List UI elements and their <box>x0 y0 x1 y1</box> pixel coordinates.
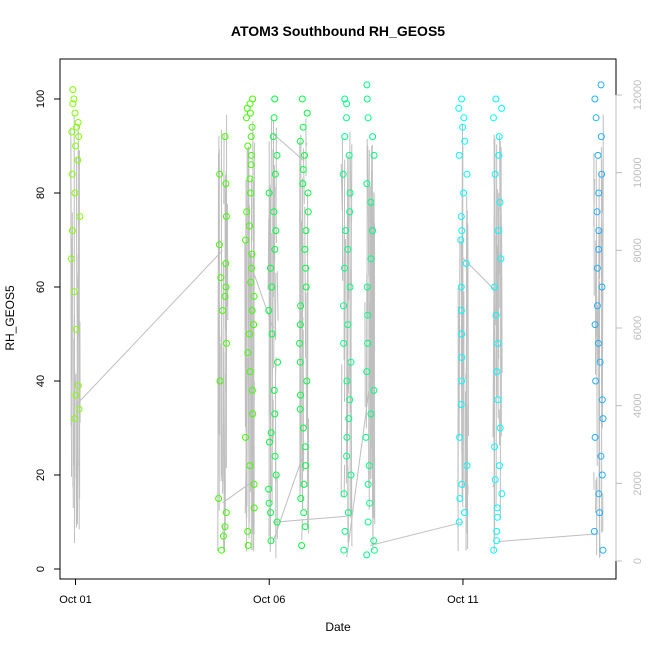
y-tick-label: 60 <box>35 281 47 293</box>
altitude-trace-line <box>348 266 349 429</box>
altitude-trace-line <box>371 362 372 447</box>
altitude-trace-line <box>74 387 75 465</box>
altitude-trace-line <box>276 187 277 243</box>
altitude-trace-line <box>71 127 72 343</box>
altitude-trace-line <box>299 217 300 220</box>
altitude-trace-line <box>77 272 78 289</box>
altitude-trace-line <box>77 463 78 525</box>
x-tick-label: Oct 11 <box>447 594 479 606</box>
altitude-trace-line <box>74 362 75 388</box>
altitude-trace-line <box>468 224 469 436</box>
y-tick-label: 80 <box>35 187 47 199</box>
altitude-trace-line <box>458 343 459 495</box>
y2-tick-label: 0 <box>632 558 644 564</box>
y2-tick-label: 6000 <box>632 316 644 340</box>
altitude-trace-line <box>249 148 250 523</box>
y2-tick-label: 8000 <box>632 238 644 262</box>
altitude-trace-line <box>269 259 270 536</box>
y-tick-label: 20 <box>35 469 47 481</box>
altitude-trace-line <box>306 293 307 429</box>
altitude-trace-line <box>76 374 77 528</box>
altitude-trace-line <box>271 119 272 212</box>
y-tick-label: 0 <box>35 566 47 572</box>
altitude-trace-line <box>221 343 222 481</box>
altitude-trace-line <box>344 465 345 498</box>
x-axis-label: Date <box>325 620 351 634</box>
y2-tick-label: 2000 <box>632 471 644 495</box>
altitude-trace-line <box>302 519 303 540</box>
altitude-trace-line <box>341 364 342 497</box>
altitude-trace-line <box>303 181 304 308</box>
altitude-trace-line <box>502 227 503 373</box>
altitude-trace-line <box>268 218 269 290</box>
chart-title: ATOM3 Southbound RH_GEOS5 <box>231 23 445 39</box>
y2-tick-label: 10000 <box>632 157 644 188</box>
y2-tick-label: 4000 <box>632 393 644 417</box>
altitude-trace-line <box>596 480 597 513</box>
altitude-trace-line <box>351 207 352 413</box>
y-tick-label: 40 <box>35 375 47 387</box>
x-tick-label: Oct 06 <box>253 594 285 606</box>
y2-tick-label: 12000 <box>632 80 644 111</box>
y-axis-label: RH_GEOS5 <box>3 285 17 351</box>
y-tick-label: 100 <box>35 90 47 108</box>
altitude-trace-line <box>600 229 601 279</box>
x-tick-label: Oct 01 <box>59 594 91 606</box>
